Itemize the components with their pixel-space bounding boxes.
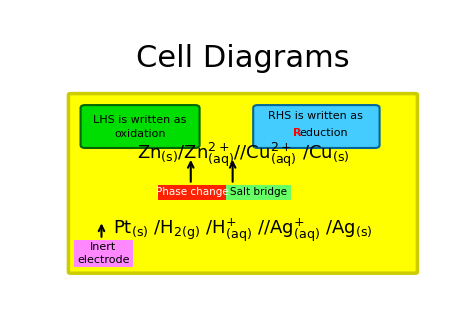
Bar — [227, 185, 291, 200]
Text: Phase change: Phase change — [156, 187, 229, 197]
Text: $\mathregular{Zn_{(s)}/Zn^{2+}_{(aq)}{//}Cu^{2+}_{(aq)}\ /Cu_{(s)}}$: $\mathregular{Zn_{(s)}/Zn^{2+}_{(aq)}{//… — [137, 141, 349, 169]
FancyBboxPatch shape — [253, 105, 380, 148]
Text: RHS is written as: RHS is written as — [268, 111, 363, 122]
Text: $\mathregular{Pt_{(s)}\ /H_{2(g)}\ /H^{+}_{(aq)}\ {//}Ag^{+}_{(aq)}\ /Ag_{(s)}}$: $\mathregular{Pt_{(s)}\ /H_{2(g)}\ /H^{+… — [113, 216, 373, 244]
Text: LHS is written as
oxidation: LHS is written as oxidation — [93, 114, 187, 138]
Bar — [158, 185, 227, 200]
FancyBboxPatch shape — [68, 94, 418, 273]
Text: Inert
electrode: Inert electrode — [77, 242, 129, 265]
Text: eduction: eduction — [299, 128, 348, 137]
FancyBboxPatch shape — [81, 105, 200, 148]
Text: Cell Diagrams: Cell Diagrams — [136, 44, 350, 73]
Text: R: R — [293, 128, 302, 137]
Bar — [74, 240, 133, 267]
Text: Salt bridge: Salt bridge — [230, 187, 287, 197]
